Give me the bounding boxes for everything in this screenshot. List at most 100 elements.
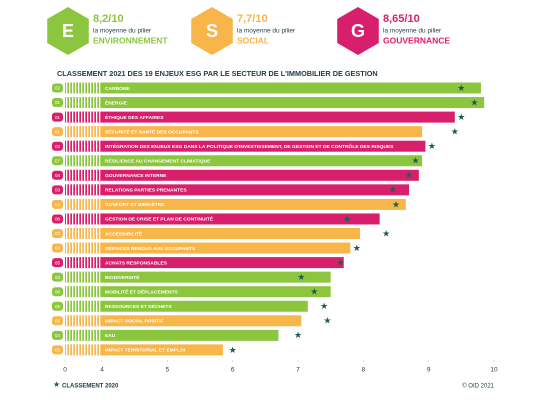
code-label: 06 xyxy=(55,289,61,294)
code-label: 06 xyxy=(55,217,61,222)
code-label: 02 xyxy=(55,202,61,207)
category-label: RESSOURCES ET DÉCHETS xyxy=(105,302,172,310)
pillar-name: SOCIAL xyxy=(237,35,269,45)
pillar-score: 8,65/10 xyxy=(383,13,420,25)
pillar-score: 8,2/10 xyxy=(93,13,124,25)
pillar-name: ENVIRONNEMENT xyxy=(93,35,168,45)
category-label: RÉSILIENCE AU CHANGEMENT CLIMATIQUE xyxy=(105,157,211,165)
star-2020: ★ xyxy=(470,97,478,107)
bar xyxy=(65,155,423,167)
category-label: IMPACT TERRITORIAL ET EMPLOI xyxy=(105,348,186,354)
code-label: 04 xyxy=(55,173,61,178)
code-label: 06 xyxy=(55,318,61,323)
axis-break-hatch xyxy=(65,257,102,269)
pillar-letter: G xyxy=(351,21,365,41)
code-tag xyxy=(52,83,63,93)
star-2020: ★ xyxy=(336,257,344,267)
code-tag xyxy=(52,272,63,282)
code-tag xyxy=(52,287,63,297)
category-label: ACHATS RESPONSABLES xyxy=(105,260,168,266)
category-label: CONFORT ET BIEN-ÊTRE xyxy=(105,200,165,208)
star-2020: ★ xyxy=(320,301,328,311)
code-label: 03 xyxy=(55,231,61,236)
bar xyxy=(65,329,279,341)
axis-break-hatch xyxy=(65,169,102,181)
x-tick-label: 9 xyxy=(427,367,431,374)
legend-star: ★ xyxy=(53,380,60,389)
code-label: 05 xyxy=(55,348,61,353)
bar xyxy=(65,286,331,298)
star-2020: ★ xyxy=(451,127,459,137)
star-2020: ★ xyxy=(412,156,420,166)
code-tag xyxy=(52,345,63,355)
star-2020: ★ xyxy=(382,228,390,238)
code-label: 04 xyxy=(55,246,61,251)
code-label: 02 xyxy=(55,144,61,149)
star-2020: ★ xyxy=(457,83,465,93)
code-label: 05 xyxy=(55,304,61,309)
axis-break-hatch xyxy=(65,271,102,283)
axis-break-hatch xyxy=(65,329,102,341)
x-tick-label: 6 xyxy=(231,367,235,374)
bar xyxy=(65,111,455,123)
bar xyxy=(65,126,423,138)
category-label: BIODIVERSITÉ xyxy=(105,273,140,281)
category-label: ÉTHIQUE DES AFFAIRES xyxy=(105,113,164,121)
bar xyxy=(65,82,481,94)
category-label: MOBILITÉ ET DÉPLACEMENTS xyxy=(105,287,179,295)
star-2020: ★ xyxy=(294,330,302,340)
code-tag xyxy=(52,301,63,311)
axis-break-hatch xyxy=(65,300,102,312)
pillar-hexagon xyxy=(337,7,379,55)
legend-label: CLASSEMENT 2020 xyxy=(62,384,119,390)
pillar-caption: la moyenne du pilier xyxy=(93,28,152,35)
category-label: ACCESSIBILITÉ xyxy=(105,229,143,237)
code-label: 07 xyxy=(55,158,61,163)
star-2020: ★ xyxy=(457,112,465,122)
code-label: 04 xyxy=(55,333,61,338)
bar xyxy=(65,315,302,327)
pillar-score: 7,7/10 xyxy=(237,13,268,25)
code-tag xyxy=(52,98,63,108)
bar xyxy=(65,257,344,269)
category-label: CARBONE xyxy=(105,86,130,92)
bar xyxy=(65,97,485,109)
code-tag xyxy=(52,141,63,151)
code-tag xyxy=(52,127,63,137)
x-tick-label: 0 xyxy=(63,367,67,374)
bar xyxy=(65,344,223,356)
code-tag xyxy=(52,330,63,340)
code-tag xyxy=(52,170,63,180)
axis-break-hatch xyxy=(65,213,102,225)
x-tick-label: 4 xyxy=(100,367,104,374)
axis-break-hatch xyxy=(65,126,102,138)
x-tick-label: 8 xyxy=(362,367,366,374)
star-2020: ★ xyxy=(323,316,331,326)
star-2020: ★ xyxy=(229,345,237,355)
axis-break-hatch xyxy=(65,242,102,254)
bar xyxy=(65,213,380,225)
axis-break-hatch xyxy=(65,228,102,239)
axis-break-hatch xyxy=(65,155,102,167)
pillar-hexagon xyxy=(191,7,233,55)
pillar-caption: la moyenne du pilier xyxy=(237,28,296,35)
axis-break-hatch xyxy=(65,140,102,152)
axis-break-hatch xyxy=(65,286,102,298)
category-label: INTÉGRATION DES ENJEUX ESG DANS LA POLIT… xyxy=(105,142,394,150)
star-2020: ★ xyxy=(428,141,436,151)
bar xyxy=(65,140,426,152)
category-label: SERVICES RENDUS AUX OCCUPANTS xyxy=(105,246,196,252)
axis-break-hatch xyxy=(65,97,102,109)
code-tag xyxy=(52,156,63,166)
pillar-caption: la moyenne du pilier xyxy=(383,28,442,35)
axis-break-hatch xyxy=(65,315,102,327)
star-2020: ★ xyxy=(392,199,400,209)
bar xyxy=(65,242,351,254)
pillar-letter: E xyxy=(62,21,74,41)
code-label: 03 xyxy=(55,188,61,193)
code-tag xyxy=(52,112,63,122)
code-tag xyxy=(52,258,63,268)
category-label: SÉCURITÉ ET SANTÉ DES OCCUPANTS xyxy=(105,127,199,135)
x-tick-label: 7 xyxy=(296,367,300,374)
